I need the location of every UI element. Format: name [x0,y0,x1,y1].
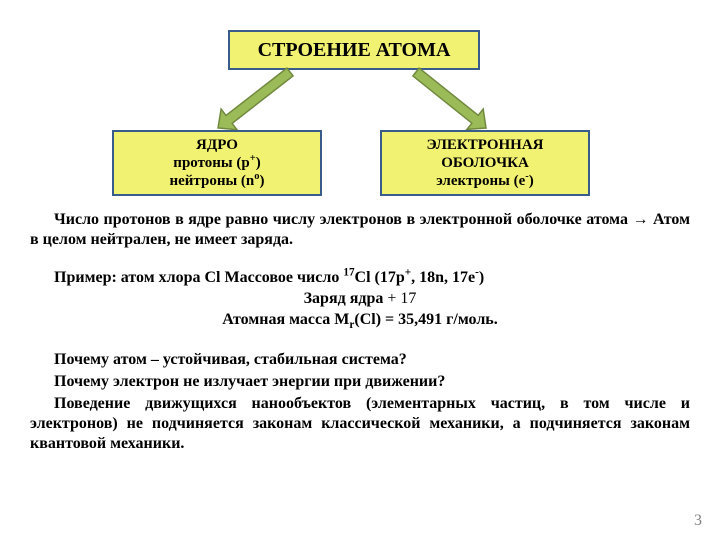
example-line1: Пример: атом хлора Cl Массовое число 17C… [30,268,690,288]
nucleus-line2: протоны (p+) [173,154,260,172]
question-2: Почему электрон не излучает энергии при … [30,372,690,392]
shell-line3: электроны (e-) [436,172,534,190]
shell-line1: ЭЛЕКТРОННАЯ [426,136,543,154]
shell-line2: ОБОЛОЧКА [441,154,529,172]
nucleus-line1: ЯДРО [196,136,238,154]
nucleus-box: ЯДРО протоны (p+) нейтроны (no) [112,130,322,196]
nucleus-line3: нейтроны (no) [169,172,264,190]
example-line2: Заряд ядра + 17 [30,289,690,309]
example-line3: Атомная масса Mr(Cl) = 35,491 г/моль. [30,310,690,330]
shell-box: ЭЛЕКТРОННАЯ ОБОЛОЧКА электроны (e-) [380,130,590,196]
paragraph-quantum: Поведение движущихся нанообъектов (элеме… [30,394,690,454]
paragraph-neutral-atom: Число протонов в ядре равно числу электр… [30,210,690,250]
page-number: 3 [694,512,702,530]
question-1: Почему атом – устойчивая, стабильная сис… [30,350,690,370]
